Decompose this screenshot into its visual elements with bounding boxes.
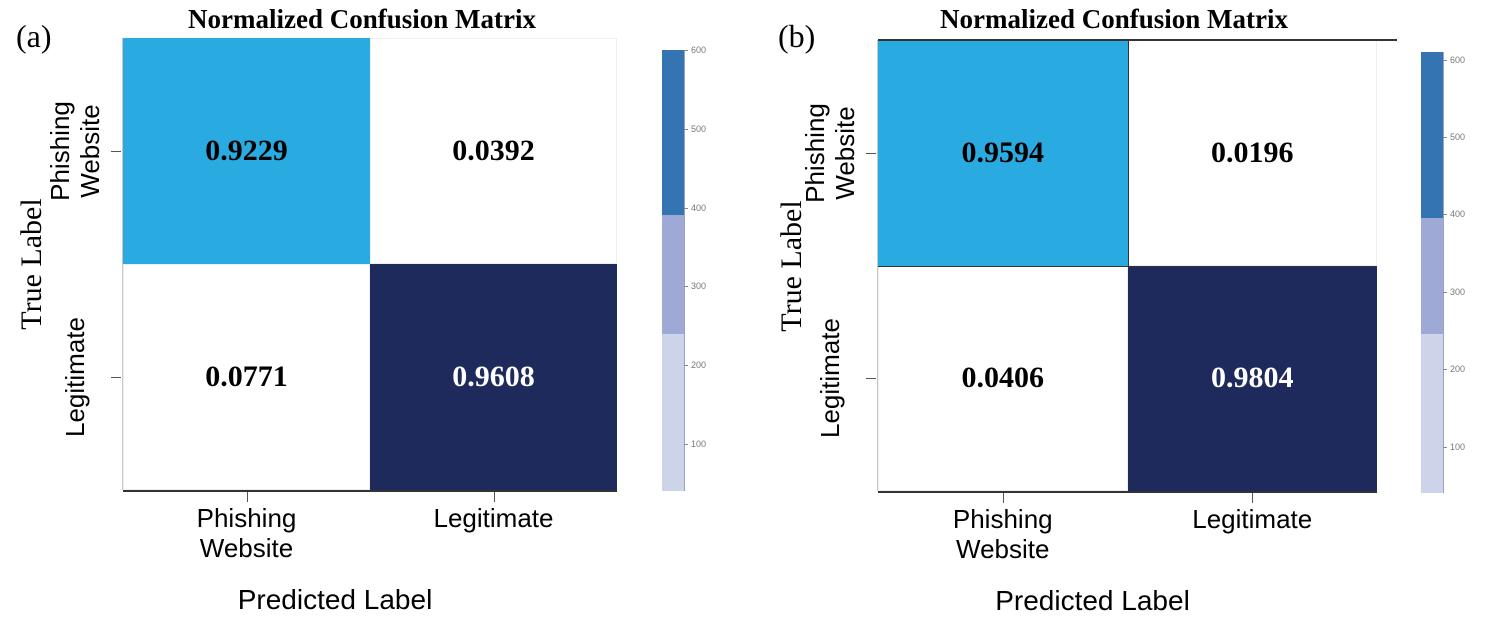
confusion-matrix-panel-b: (b) Normalized Confusion Matrix 0.9594 0.01…	[760, 0, 1500, 622]
top-border-line	[878, 39, 1397, 41]
colorbar-tick-label: 200	[1450, 364, 1466, 375]
x-tick-label-line: Phishing	[952, 504, 1053, 534]
colorbar-tick-label: 100	[691, 438, 707, 449]
heatmap-cell: 0.0196	[1127, 40, 1377, 266]
heatmap-cell: 0.9594	[878, 40, 1128, 266]
y-tick-mark	[866, 152, 876, 154]
y-tick-mark	[111, 151, 121, 152]
y-tick-label: Legitimate	[815, 318, 845, 438]
colorbar-tick-mark	[1443, 369, 1447, 371]
x-tick-mark	[246, 492, 248, 502]
colorbar-tick-mark	[1443, 446, 1447, 448]
middle-vertical-line	[1127, 40, 1129, 266]
x-tick-label: Phishing Website	[953, 504, 1053, 564]
x-tick-label-line: Legitimate	[1192, 504, 1313, 534]
colorbar-segment	[662, 215, 684, 334]
y-tick-label-line: Phishing	[45, 101, 75, 201]
y-tick-label-line: Legitimate	[60, 317, 90, 437]
heatmap-grid: 0.9594 0.0196 0.0406 0.9804	[878, 40, 1377, 491]
colorbar-tick-mark	[684, 443, 688, 445]
colorbar-segment	[1421, 52, 1443, 219]
y-tick-label: Phishing Website	[45, 101, 105, 201]
y-tick-label-line: Phishing	[800, 102, 830, 203]
colorbar-tick-label: 500	[1450, 132, 1466, 143]
colorbar-edge	[684, 50, 685, 491]
x-axis-line	[878, 491, 1377, 493]
chart-title: Normalized Confusion Matrix	[188, 4, 536, 34]
panel-label: (b)	[778, 18, 816, 54]
x-tick-label: Legitimate	[1192, 504, 1312, 534]
colorbar-segment	[1421, 334, 1443, 493]
heatmap-grid: 0.9229 0.0392 0.0771 0.9608	[123, 38, 617, 490]
heatmap-cell: 0.0406	[878, 265, 1128, 491]
colorbar-tick-label: 100	[1450, 441, 1466, 452]
x-tick-label: Phishing Website	[197, 503, 297, 563]
colorbar-tick-mark	[1443, 59, 1447, 61]
colorbar-tick-label: 400	[691, 202, 707, 213]
colorbar-tick-label: 400	[1450, 209, 1466, 220]
y-tick-label-line: Website	[75, 104, 105, 198]
colorbar-tick-label: 600	[691, 45, 707, 55]
heatmap-cell: 0.0392	[370, 38, 617, 264]
middle-horizontal-line	[878, 265, 1377, 267]
colorbar-tick-mark	[684, 207, 688, 209]
colorbar-tick-label: 200	[691, 360, 707, 370]
x-axis-label: Predicted Label	[237, 584, 433, 615]
x-tick-label: Legitimate	[434, 503, 554, 533]
y-axis-line	[877, 40, 878, 491]
x-tick-label-line: Phishing	[196, 503, 297, 533]
heatmap-cell: 0.9608	[370, 264, 617, 490]
x-tick-label-line: Website	[199, 533, 294, 563]
colorbar-segment	[662, 333, 684, 491]
y-tick-label: Phishing Website	[800, 103, 860, 203]
x-tick-mark	[493, 492, 495, 502]
y-axis-line	[122, 38, 123, 490]
colorbar-tick-mark	[1443, 137, 1447, 139]
colorbar-tick-label: 300	[691, 281, 707, 292]
y-tick-label: Legitimate	[60, 317, 90, 437]
colorbar-tick-label: 500	[691, 123, 707, 134]
heatmap-cell: 0.0771	[123, 264, 370, 490]
panel-label: (a)	[16, 18, 52, 54]
y-tick-label-line: Legitimate	[815, 318, 845, 439]
y-tick-label-line: Website	[830, 106, 860, 200]
y-tick-mark	[866, 378, 876, 380]
colorbar-tick-mark	[1443, 291, 1447, 293]
colorbar	[1421, 52, 1443, 493]
heatmap-cell: 0.9229	[123, 38, 370, 264]
x-tick-mark	[1252, 493, 1254, 503]
x-tick-label-line: Website	[956, 534, 1050, 564]
colorbar-tick-mark	[684, 50, 688, 51]
colorbar-tick-mark	[684, 128, 688, 130]
y-tick-mark	[111, 377, 121, 378]
colorbar-tick-label: 600	[1450, 54, 1466, 65]
chart-title: Normalized Confusion Matrix	[940, 4, 1288, 34]
confusion-matrix-panel-a: (a) Normalized Confusion Matrix 0.9229 0.03…	[15, 4, 707, 615]
y-axis-label: True Label	[775, 199, 808, 332]
x-tick-label-line: Legitimate	[433, 503, 554, 533]
colorbar-tick-mark	[684, 286, 688, 288]
colorbar	[662, 50, 684, 491]
heatmap-cell: 0.9804	[1127, 265, 1377, 491]
x-axis-label: Predicted Label	[995, 585, 1190, 616]
x-axis-line	[123, 490, 617, 492]
colorbar-edge	[1443, 52, 1444, 493]
x-tick-mark	[1002, 493, 1004, 503]
colorbar-segment	[662, 50, 684, 216]
colorbar-tick-mark	[1443, 214, 1447, 216]
colorbar-tick-label: 300	[1450, 286, 1466, 297]
y-axis-label: True Label	[15, 198, 48, 330]
colorbar-tick-mark	[684, 365, 688, 366]
colorbar-segment	[1421, 218, 1443, 335]
